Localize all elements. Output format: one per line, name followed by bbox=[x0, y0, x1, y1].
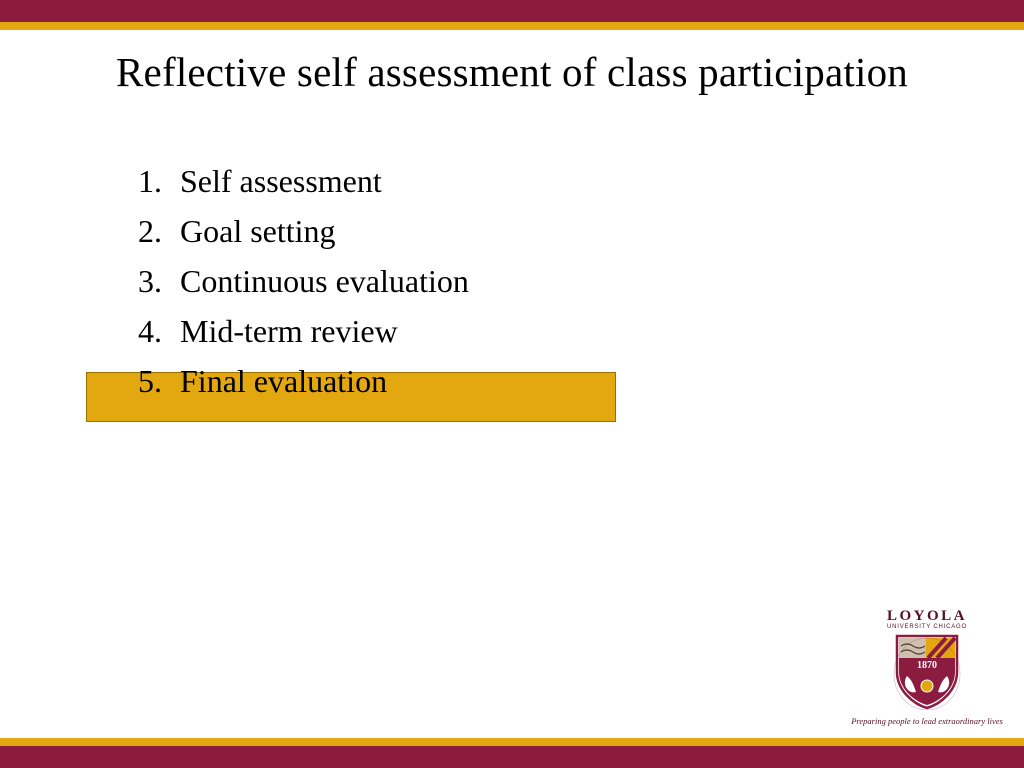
university-logo: LOYOLA UNIVERSITY CHICAGO 1870 Pre bbox=[862, 608, 992, 726]
logo-subtitle: UNIVERSITY CHICAGO bbox=[887, 624, 967, 630]
list-item: 5. Final evaluation bbox=[90, 356, 710, 406]
top-stripe-gold bbox=[0, 22, 1024, 30]
list-number: 2. bbox=[90, 215, 180, 247]
list-text: Goal setting bbox=[180, 215, 710, 247]
list-number: 1. bbox=[90, 165, 180, 197]
list-number: 3. bbox=[90, 265, 180, 297]
list-number: 4. bbox=[90, 315, 180, 347]
bottom-stripe-maroon bbox=[0, 746, 1024, 768]
list-number: 5. bbox=[90, 365, 180, 397]
top-stripe-maroon bbox=[0, 0, 1024, 22]
logo-name: LOYOLA bbox=[887, 608, 967, 625]
list-item: 3. Continuous evaluation bbox=[90, 256, 710, 306]
list-text: Final evaluation bbox=[180, 365, 710, 397]
list-text: Self assessment bbox=[180, 165, 710, 197]
list-text: Continuous evaluation bbox=[180, 265, 710, 297]
bottom-accent-bar bbox=[0, 738, 1024, 768]
logo-crest-icon: 1870 bbox=[891, 632, 963, 710]
logo-tagline: Preparing people to lead extraordinary l… bbox=[851, 716, 1003, 726]
list-item: 4. Mid-term review bbox=[90, 306, 710, 356]
top-accent-bar bbox=[0, 0, 1024, 30]
slide-title: Reflective self assessment of class part… bbox=[40, 48, 984, 96]
list-item: 2. Goal setting bbox=[90, 206, 710, 256]
svg-text:1870: 1870 bbox=[917, 660, 937, 671]
list-item: 1. Self assessment bbox=[90, 156, 710, 206]
list-text: Mid-term review bbox=[180, 315, 710, 347]
bottom-stripe-gold bbox=[0, 738, 1024, 746]
numbered-list: 1. Self assessment 2. Goal setting 3. Co… bbox=[90, 156, 710, 406]
